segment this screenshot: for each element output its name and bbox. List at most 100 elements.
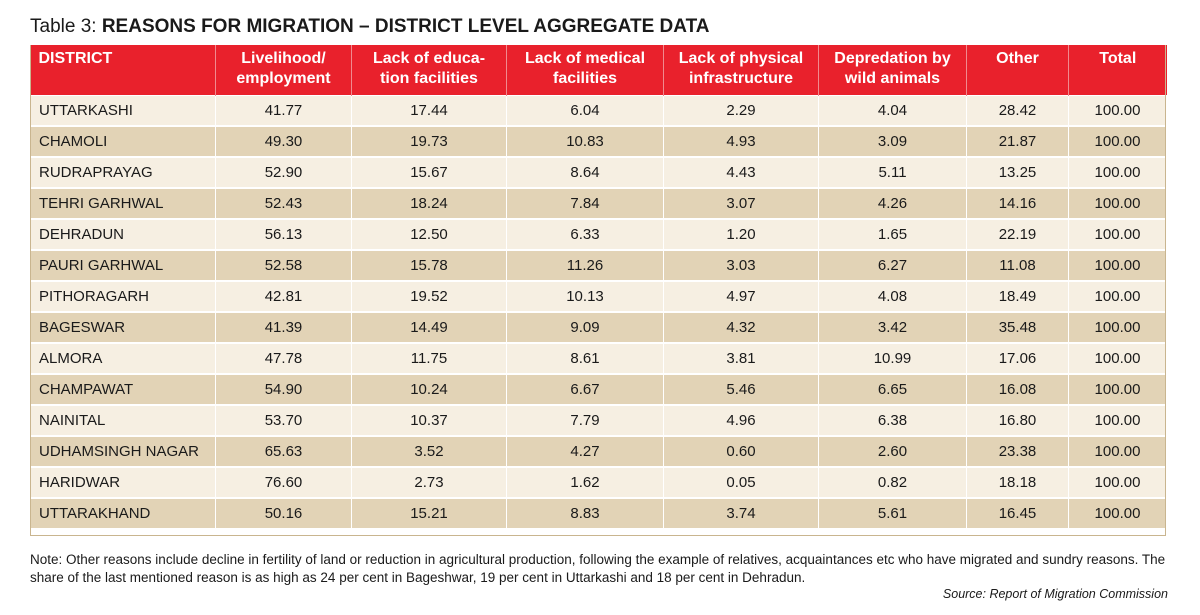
header-row: DISTRICT Livelihood/ employment Lack of … — [30, 45, 1167, 95]
column-header-education: Lack of educa- tion facilities — [351, 45, 507, 95]
cell-infrastructure: 3.74 — [663, 497, 819, 530]
column-header-other: Other — [966, 45, 1069, 95]
cell-livelihood: 52.58 — [215, 249, 352, 282]
cell-education: 11.75 — [351, 342, 507, 375]
cell-other: 18.49 — [966, 280, 1069, 313]
table-row: UTTARAKHAND 50.16 15.21 8.83 3.74 5.61 16.45 10… — [30, 497, 1167, 530]
column-header-medical: Lack of medical facilities — [506, 45, 664, 95]
cell-education: 10.24 — [351, 373, 507, 406]
cell-total: 100.00 — [1068, 497, 1167, 530]
table-number: Table 3: — [30, 16, 102, 37]
cell-other: 23.38 — [966, 435, 1069, 468]
table-title: Table 3: REASONS FOR MIGRATION – DISTRIC… — [30, 15, 710, 39]
cell-livelihood: 52.90 — [215, 156, 352, 189]
cell-livelihood: 47.78 — [215, 342, 352, 375]
table-row: DEHRADUN 56.13 12.50 6.33 1.20 1.65 22.19 100.0… — [30, 218, 1167, 251]
cell-wild-animals: 6.65 — [818, 373, 967, 406]
cell-livelihood: 50.16 — [215, 497, 352, 530]
table-row: PAURI GARHWAL 52.58 15.78 11.26 3.03 6.27 11.0… — [30, 249, 1167, 282]
cell-medical: 8.61 — [506, 342, 664, 375]
cell-total: 100.00 — [1068, 466, 1167, 499]
cell-wild-animals: 3.09 — [818, 125, 967, 158]
cell-medical: 9.09 — [506, 311, 664, 344]
cell-education: 12.50 — [351, 218, 507, 251]
cell-education: 2.73 — [351, 466, 507, 499]
cell-district: PAURI GARHWAL — [30, 249, 216, 282]
cell-medical: 6.04 — [506, 94, 664, 127]
cell-infrastructure: 4.32 — [663, 311, 819, 344]
cell-livelihood: 56.13 — [215, 218, 352, 251]
cell-medical: 10.13 — [506, 280, 664, 313]
table-row: TEHRI GARHWAL 52.43 18.24 7.84 3.07 4.26 14.16… — [30, 187, 1167, 220]
cell-livelihood: 65.63 — [215, 435, 352, 468]
cell-other: 16.08 — [966, 373, 1069, 406]
cell-medical: 6.33 — [506, 218, 664, 251]
cell-education: 15.78 — [351, 249, 507, 282]
table-row: CHAMPAWAT 54.90 10.24 6.67 5.46 6.65 16.08 100.… — [30, 373, 1167, 406]
cell-total: 100.00 — [1068, 218, 1167, 251]
cell-district: BAGESWAR — [30, 311, 216, 344]
cell-district: HARIDWAR — [30, 466, 216, 499]
cell-education: 15.67 — [351, 156, 507, 189]
cell-wild-animals: 6.38 — [818, 404, 967, 437]
cell-district: NAINITAL — [30, 404, 216, 437]
cell-education: 18.24 — [351, 187, 507, 220]
cell-medical: 10.83 — [506, 125, 664, 158]
cell-wild-animals: 5.11 — [818, 156, 967, 189]
cell-infrastructure: 4.96 — [663, 404, 819, 437]
cell-infrastructure: 5.46 — [663, 373, 819, 406]
cell-infrastructure: 4.97 — [663, 280, 819, 313]
cell-medical: 1.62 — [506, 466, 664, 499]
table-body: UTTARKASHI 41.77 17.44 6.04 2.29 4.04 28.42 100… — [30, 94, 1167, 530]
table-row: NAINITAL 53.70 10.37 7.79 4.96 6.38 16.80 100.0… — [30, 404, 1167, 437]
cell-district: PITHORAGARH — [30, 280, 216, 313]
cell-district: CHAMOLI — [30, 125, 216, 158]
cell-infrastructure: 1.20 — [663, 218, 819, 251]
cell-total: 100.00 — [1068, 404, 1167, 437]
cell-district: ALMORA — [30, 342, 216, 375]
cell-other: 13.25 — [966, 156, 1069, 189]
cell-wild-animals: 1.65 — [818, 218, 967, 251]
cell-district: UDHAMSINGH NAGAR — [30, 435, 216, 468]
column-header-total: Total — [1068, 45, 1167, 95]
cell-medical: 8.64 — [506, 156, 664, 189]
cell-district: UTTARKASHI — [30, 94, 216, 127]
cell-livelihood: 41.39 — [215, 311, 352, 344]
cell-education: 14.49 — [351, 311, 507, 344]
cell-wild-animals: 10.99 — [818, 342, 967, 375]
cell-infrastructure: 3.81 — [663, 342, 819, 375]
cell-total: 100.00 — [1068, 435, 1167, 468]
cell-other: 17.06 — [966, 342, 1069, 375]
cell-infrastructure: 0.05 — [663, 466, 819, 499]
cell-other: 28.42 — [966, 94, 1069, 127]
footnote: Note: Other reasons include decline in f… — [30, 552, 1166, 585]
cell-other: 16.45 — [966, 497, 1069, 530]
cell-total: 100.00 — [1068, 156, 1167, 189]
cell-livelihood: 41.77 — [215, 94, 352, 127]
cell-livelihood: 49.30 — [215, 125, 352, 158]
cell-infrastructure: 4.93 — [663, 125, 819, 158]
cell-total: 100.00 — [1068, 373, 1167, 406]
migration-table: DISTRICT Livelihood/ employment Lack of … — [30, 45, 1167, 530]
cell-district: UTTARAKHAND — [30, 497, 216, 530]
cell-wild-animals: 3.42 — [818, 311, 967, 344]
cell-wild-animals: 6.27 — [818, 249, 967, 282]
table-row: UDHAMSINGH NAGAR 65.63 3.52 4.27 0.60 2.60 23.… — [30, 435, 1167, 468]
column-header-wild-animals: Depredation by wild animals — [818, 45, 967, 95]
cell-other: 16.80 — [966, 404, 1069, 437]
cell-infrastructure: 2.29 — [663, 94, 819, 127]
cell-medical: 7.84 — [506, 187, 664, 220]
cell-total: 100.00 — [1068, 342, 1167, 375]
cell-other: 18.18 — [966, 466, 1069, 499]
table-row: ALMORA 47.78 11.75 8.61 3.81 10.99 17.06 100.00 — [30, 342, 1167, 375]
cell-medical: 11.26 — [506, 249, 664, 282]
cell-livelihood: 42.81 — [215, 280, 352, 313]
cell-medical: 4.27 — [506, 435, 664, 468]
cell-education: 19.52 — [351, 280, 507, 313]
cell-livelihood: 54.90 — [215, 373, 352, 406]
cell-other: 35.48 — [966, 311, 1069, 344]
cell-total: 100.00 — [1068, 187, 1167, 220]
cell-other: 11.08 — [966, 249, 1069, 282]
cell-education: 3.52 — [351, 435, 507, 468]
cell-education: 19.73 — [351, 125, 507, 158]
